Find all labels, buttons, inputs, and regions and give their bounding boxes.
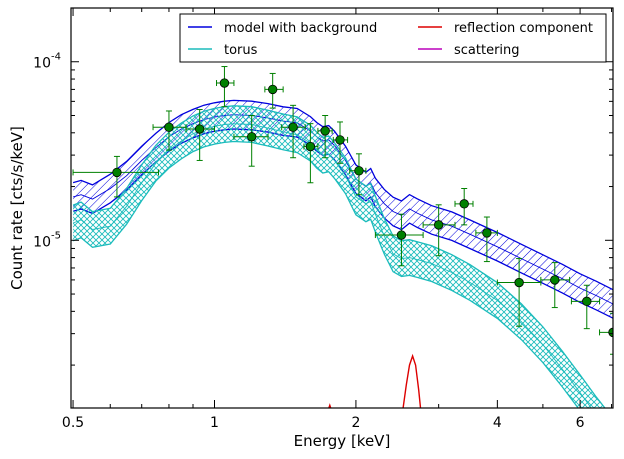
series-layer — [72, 99, 613, 408]
data-marker — [246, 132, 257, 142]
x-tick-label: 1 — [210, 415, 219, 431]
data-point — [216, 66, 235, 108]
y-axis-label: Count rate [cts/s/keV] — [8, 126, 26, 290]
data-points-layer — [72, 66, 613, 355]
legend-entry: reflection component — [418, 21, 593, 36]
data-point — [570, 284, 601, 330]
data-point — [264, 72, 284, 109]
data-point — [374, 213, 424, 267]
data-point — [72, 155, 159, 198]
data-marker — [305, 141, 316, 152]
data-marker — [550, 275, 560, 285]
data-marker — [320, 126, 330, 136]
y-tick-exponent: -4 — [51, 52, 61, 63]
data-marker — [482, 228, 492, 238]
data-point — [349, 153, 367, 196]
legend-label: reflection component — [454, 21, 593, 36]
data-marker — [582, 296, 592, 307]
data-point — [599, 312, 613, 355]
x-tick-label: 2 — [351, 415, 360, 431]
data-marker — [396, 230, 407, 240]
data-point — [496, 258, 542, 327]
legend-entry: torus — [188, 43, 258, 58]
data-point — [454, 188, 474, 226]
legend-entry: model with background — [188, 21, 377, 36]
data-marker — [335, 135, 345, 145]
data-marker — [288, 122, 298, 132]
data-point — [332, 121, 349, 164]
x-tick-label: 4 — [493, 415, 502, 431]
data-point — [185, 109, 215, 161]
x-axis-label: Energy [keV] — [294, 432, 391, 450]
axis-ticks: 0.5 1 2 4 610-510-4 — [33, 7, 613, 431]
data-marker — [194, 124, 205, 134]
data-marker — [219, 78, 230, 88]
data-point — [281, 104, 306, 159]
data-marker — [608, 327, 613, 338]
data-point — [233, 114, 269, 167]
torus-band — [73, 105, 605, 408]
data-marker — [354, 166, 364, 176]
data-marker — [112, 167, 122, 178]
torus-lower-line — [72, 140, 579, 408]
reflection-component-line — [328, 353, 422, 408]
x-tick-label: 0.5 — [62, 415, 84, 431]
data-point — [422, 204, 456, 257]
data-marker — [433, 220, 444, 230]
y-tick-exponent: -5 — [51, 230, 61, 241]
y-tick-label: 10 — [33, 56, 51, 72]
legend: model with background torus reflection com… — [179, 13, 607, 63]
legend-box — [179, 13, 607, 63]
model-with-background-band — [73, 100, 613, 319]
data-point — [303, 123, 319, 184]
plot-frame — [70, 7, 614, 409]
y-tick-label: 10 — [33, 234, 51, 250]
data-marker — [267, 84, 278, 95]
data-point — [540, 262, 571, 309]
data-marker — [459, 199, 469, 209]
data-point — [152, 110, 187, 151]
data-marker — [514, 277, 524, 288]
legend-label: scattering — [454, 43, 520, 58]
x-tick-label: 6 — [576, 415, 585, 431]
legend-entry: scattering — [418, 43, 520, 58]
legend-label: model with background — [224, 21, 377, 36]
data-marker — [164, 122, 174, 132]
data-point — [317, 114, 333, 159]
legend-label: torus — [224, 43, 258, 58]
data-point — [475, 216, 498, 263]
